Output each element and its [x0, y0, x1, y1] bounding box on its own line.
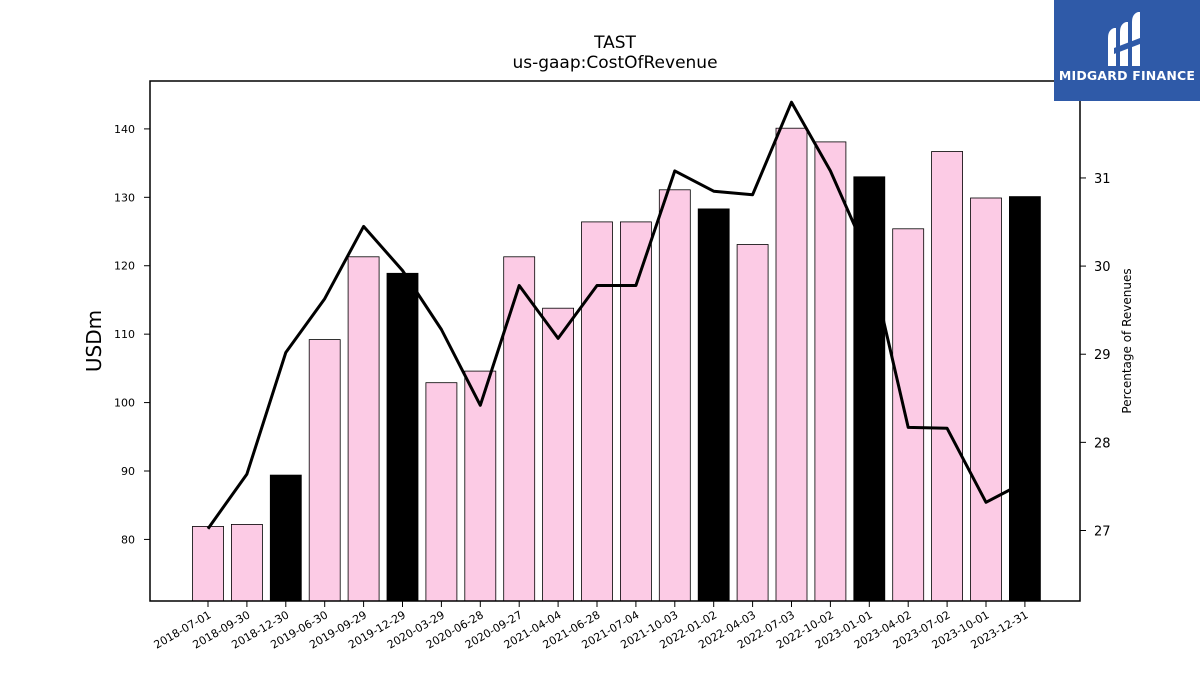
bar: [620, 221, 652, 602]
bar: [192, 526, 224, 602]
bar: [503, 256, 536, 602]
bar: [230, 524, 263, 602]
y-tick-label: 80: [121, 533, 135, 546]
bar: [1009, 196, 1041, 602]
chart-title: TAST: [593, 33, 636, 53]
bar: [697, 208, 730, 602]
bar: [464, 370, 497, 602]
series-line: [206, 100, 1026, 530]
line-layer: [206, 100, 1026, 530]
bar: [581, 221, 613, 602]
y2-tick-label: 27: [1094, 524, 1111, 539]
y2-tick-label: 28: [1094, 436, 1111, 451]
bar: [814, 141, 847, 602]
y2-axis-label: Percentage of Revenues: [1120, 268, 1134, 413]
bar: [970, 197, 1002, 602]
y2-tick-label: 30: [1094, 260, 1111, 275]
chart-subtitle: us-gaap:CostOfRevenue: [512, 53, 717, 73]
bar: [425, 382, 458, 602]
bar: [542, 307, 574, 602]
bar: [269, 474, 302, 602]
brand-logo: MIDGARD FINANCE: [1054, 0, 1200, 101]
bar: [892, 228, 925, 602]
y2-tick-label: 29: [1094, 348, 1111, 363]
bar: [658, 189, 691, 602]
bar: [736, 244, 769, 602]
y-tick-label: 100: [114, 397, 135, 410]
y-tick-label: 130: [114, 191, 135, 204]
bar: [931, 151, 963, 602]
plot-frame: [149, 80, 1081, 602]
logo-text: MIDGARD FINANCE: [1058, 68, 1196, 83]
bar: [775, 127, 808, 602]
y-tick-label: 120: [114, 260, 135, 273]
y-axis-label: USDm: [82, 310, 106, 372]
y-tick-label: 140: [114, 123, 135, 136]
y-tick-label: 90: [121, 465, 135, 478]
y-tick-label: 110: [114, 328, 135, 341]
bar: [347, 256, 380, 602]
y2-tick-label: 31: [1094, 172, 1111, 187]
bars-layer: [192, 127, 1041, 602]
bar: [308, 339, 341, 602]
logo-mark-icon: [1108, 12, 1140, 66]
bar: [386, 272, 419, 602]
bar: [853, 176, 886, 602]
